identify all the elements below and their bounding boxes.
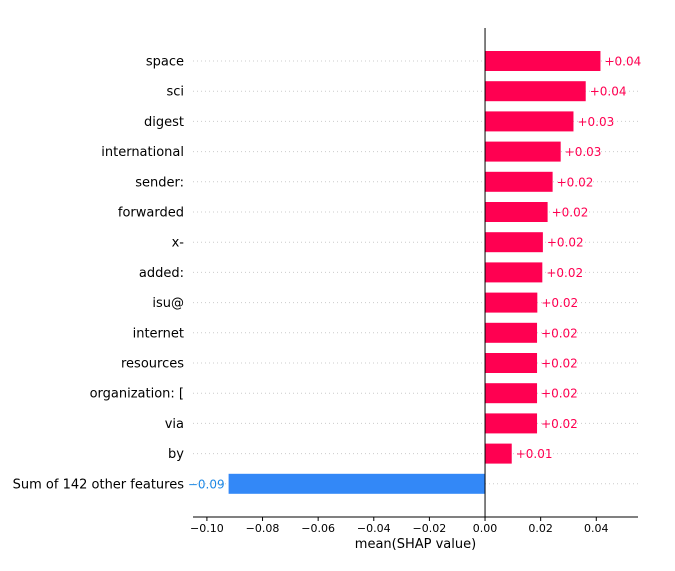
feature-label: added:: [139, 266, 184, 281]
feature-label: sci: [166, 85, 184, 100]
x-tick-label: −0.02: [413, 522, 447, 535]
feature-label: x-: [172, 236, 185, 251]
bar: [485, 322, 538, 343]
value-label: +0.02: [541, 387, 578, 401]
feature-label: organization: [: [90, 387, 184, 402]
value-label: +0.02: [546, 266, 583, 280]
bar: [485, 202, 548, 222]
feature-label: via: [165, 417, 184, 432]
value-label: +0.01: [516, 447, 553, 461]
bar: [228, 473, 486, 494]
value-label: +0.02: [541, 357, 578, 371]
x-tick-label: −0.06: [301, 522, 335, 535]
bar: [485, 262, 543, 283]
x-tick-label: −0.04: [357, 522, 391, 535]
bar: [485, 383, 538, 404]
value-label: +0.02: [547, 236, 584, 250]
x-axis-title: mean(SHAP value): [355, 537, 476, 552]
feature-label: international: [101, 145, 184, 160]
bar: [485, 413, 538, 434]
value-label: +0.04: [604, 55, 641, 69]
value-label: +0.02: [557, 175, 594, 189]
bar: [485, 292, 538, 313]
feature-label: digest: [144, 115, 184, 130]
x-axis: mean(SHAP value) −0.10 −0.08 −0.06 −0.04 −0.…: [190, 516, 638, 552]
feature-label: Sum of 142 other features: [13, 477, 185, 492]
feature-label: resources: [121, 357, 184, 372]
value-label: +0.02: [552, 206, 589, 220]
x-tick-label: 0.04: [584, 522, 609, 535]
x-tick-label: 0.00: [473, 522, 498, 535]
value-label: +0.03: [565, 145, 602, 159]
bar: [485, 232, 543, 253]
bar: [485, 81, 586, 102]
value-label: +0.04: [590, 85, 627, 99]
value-label: +0.03: [577, 115, 614, 129]
feature-label: forwarded: [118, 206, 184, 221]
bar: [485, 443, 512, 464]
feature-label: sender:: [135, 175, 184, 190]
bar: [485, 141, 561, 162]
value-label: +0.02: [541, 296, 578, 310]
x-tick-label: −0.10: [190, 522, 224, 535]
value-label: +0.02: [541, 417, 578, 431]
x-tick-label: −0.08: [246, 522, 280, 535]
value-label: +0.02: [541, 326, 578, 340]
feature-label: internet: [133, 326, 184, 341]
value-label: −0.09: [188, 477, 225, 491]
bar: [485, 51, 601, 71]
bar: [485, 171, 553, 192]
chart-rows: space +0.04 sci +0.04 digest +0.03 internation…: [13, 28, 641, 517]
bar: [485, 111, 574, 132]
x-tick-label: 0.02: [528, 522, 553, 535]
bar: [485, 353, 538, 373]
feature-label: space: [146, 55, 184, 70]
feature-label: by: [168, 447, 184, 462]
feature-label: isu@: [152, 296, 184, 311]
